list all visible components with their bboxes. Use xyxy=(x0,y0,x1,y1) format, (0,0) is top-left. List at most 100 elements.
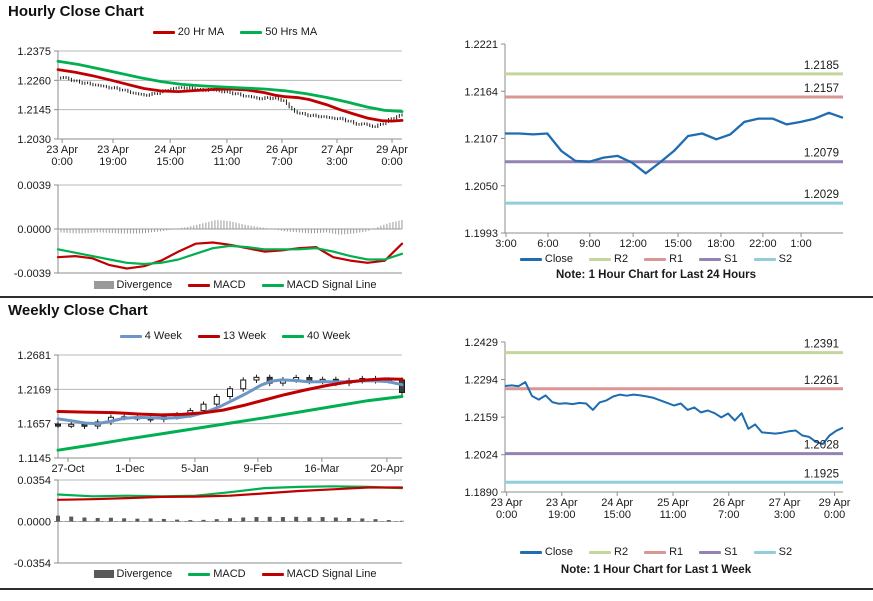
legend-item: S2 xyxy=(753,546,792,558)
day-chart-note: Note: 1 Hour Chart for Last 24 Hours xyxy=(556,269,756,281)
level-label: 1.2391 xyxy=(804,339,839,351)
r1-swatch xyxy=(644,550,667,554)
x-tick-label: 7:00 xyxy=(271,156,292,168)
legend-label: Divergence xyxy=(116,568,173,580)
level-label: 1.2079 xyxy=(804,148,839,160)
x-tick-label: 15:00 xyxy=(664,238,692,250)
y-tick-label: 1.2030 xyxy=(17,134,51,146)
legend-item: 4 Week xyxy=(119,330,182,342)
x-tick-label: 27 Apr xyxy=(321,144,353,156)
hourly-price-legend: 20 Hr MA 50 Hrs MA xyxy=(40,26,430,38)
y-tick-label: 1.2429 xyxy=(464,337,498,349)
x-tick-label: 25 Apr xyxy=(211,144,243,156)
macd-swatch xyxy=(188,572,211,576)
40-week-series-line xyxy=(56,395,404,452)
legend-label: Close xyxy=(544,253,574,265)
macd-signal-line-swatch xyxy=(261,283,284,287)
x-tick-label: 3:00 xyxy=(326,156,347,168)
x-tick-label: 25 Apr xyxy=(657,497,689,509)
y-tick-label: 1.1657 xyxy=(17,419,51,431)
y-tick-label: -0.0039 xyxy=(14,268,51,280)
x-tick-label: 11:00 xyxy=(214,156,241,168)
x-tick-label: 29 Apr xyxy=(376,144,408,156)
close-swatch xyxy=(519,550,542,554)
weekly-macd-legend: Divergence MACD MACD Signal Line xyxy=(40,568,430,580)
legend-item: MACD Signal Line xyxy=(261,279,376,291)
x-tick-label: 22:00 xyxy=(749,238,777,250)
x-tick-label: 9:00 xyxy=(579,238,600,250)
legend-item: MACD Signal Line xyxy=(261,568,377,580)
y-tick-label: 1.2294 xyxy=(464,375,498,387)
x-tick-label: 0:00 xyxy=(496,509,517,521)
legend-label: 20 Hr MA xyxy=(177,26,225,38)
x-tick-label: 11:00 xyxy=(660,509,687,521)
legend-label: R2 xyxy=(614,546,629,558)
macd-signal-line-series-line xyxy=(56,486,404,501)
x-tick-label: 1-Dec xyxy=(115,463,145,474)
50-hrs-ma-series-line xyxy=(56,59,404,113)
hourly-chart-title: Hourly Close Chart xyxy=(8,3,144,20)
level-label: 1.2261 xyxy=(804,375,839,387)
s2-swatch xyxy=(753,550,776,554)
candle-body xyxy=(227,388,233,398)
legend-label: R2 xyxy=(614,253,629,265)
y-tick-label: 1.2164 xyxy=(464,86,498,98)
4-week-swatch xyxy=(119,334,142,338)
x-tick-label: 15:00 xyxy=(603,509,631,521)
week-pivot-levels-chart: 1.2391 1.2261 1.2028 1.1925 1.2429 1.2294 1.21… xyxy=(440,330,873,526)
legend-item: R1 xyxy=(644,546,683,558)
close-swatch xyxy=(519,257,542,261)
weekly-price-chart: 1.2681 1.2169 1.1657 1.1145 27-Oct 1-Dec 5-Jan… xyxy=(0,346,430,475)
macd-signal-line-swatch xyxy=(261,572,284,576)
legend-label: R1 xyxy=(669,546,684,558)
legend-label: S2 xyxy=(778,253,793,265)
weekly-chart-title: Weekly Close Chart xyxy=(8,302,148,319)
legend-item: S2 xyxy=(753,253,793,265)
legend-label: 50 Hrs MA xyxy=(265,26,318,38)
y-tick-label: 0.0000 xyxy=(17,517,51,529)
legend-item: R2 xyxy=(589,253,628,265)
x-tick-label: 5-Jan xyxy=(181,463,209,474)
candle-body xyxy=(213,396,220,405)
legend-label: Close xyxy=(544,546,574,558)
x-tick-label: 0:00 xyxy=(51,156,72,168)
level-label: 1.1925 xyxy=(804,468,839,480)
y-tick-label: 1.1145 xyxy=(18,453,51,465)
candle-body xyxy=(68,423,75,427)
legend-item: Close xyxy=(519,253,574,265)
x-tick-label: 23 Apr xyxy=(546,497,578,509)
divergence-swatch xyxy=(93,570,114,578)
x-tick-label: 0:00 xyxy=(381,156,402,168)
hourly-macd-chart: 0.0039 0.0000 -0.0039 xyxy=(0,168,430,280)
candle-body xyxy=(399,379,405,393)
s1-swatch xyxy=(699,550,722,554)
day-pivot-levels-chart: 1.2185 1.2157 1.2079 1.2029 1.2221 1.2164 1.21… xyxy=(440,30,873,256)
legend-item: Divergence xyxy=(93,279,172,291)
legend-label: MACD xyxy=(213,279,246,291)
legend-label: 13 Week xyxy=(222,330,267,342)
x-tick-label: 26 Apr xyxy=(713,497,745,509)
x-tick-label: 29 Apr xyxy=(819,497,851,509)
legend-label: MACD Signal Line xyxy=(286,568,377,580)
macd-swatch xyxy=(188,283,211,287)
close-series-line xyxy=(505,111,844,175)
legend-item: S1 xyxy=(699,253,738,265)
macd-series-line xyxy=(56,485,404,498)
hourly-price-chart: 1.2375 1.2260 1.2145 1.2030 23 Apr 0:00 23 Apr… xyxy=(0,40,430,172)
x-tick-label: 7:00 xyxy=(718,509,739,521)
hourly-macd-canvas: 0.0039 0.0000 -0.0039 xyxy=(14,180,404,280)
level-label: 1.2157 xyxy=(804,83,839,95)
week-levels-canvas: 1.2391 1.2261 1.2028 1.1925 1.2429 1.2294 1.21… xyxy=(464,337,851,521)
x-tick-label: 6:00 xyxy=(537,238,558,250)
x-tick-label: 15:00 xyxy=(156,156,184,168)
weekly-macd-chart: 0.0354 0.0000 -0.0354 xyxy=(0,474,430,570)
y-tick-label: 1.2681 xyxy=(17,350,51,362)
legend-label: R1 xyxy=(669,253,684,265)
y-tick-label: 1.2107 xyxy=(464,134,498,146)
macd-signal-line-series-line xyxy=(56,244,404,266)
x-tick-label: 12:00 xyxy=(619,238,647,250)
13-week-swatch xyxy=(197,334,220,338)
y-tick-label: 0.0000 xyxy=(17,224,51,236)
